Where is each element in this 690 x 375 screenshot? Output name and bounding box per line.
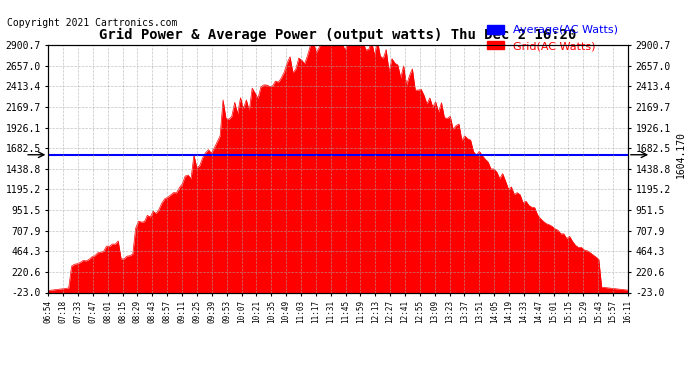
Title: Grid Power & Average Power (output watts) Thu Dec 2 16:20: Grid Power & Average Power (output watts… — [99, 28, 577, 42]
Text: Copyright 2021 Cartronics.com: Copyright 2021 Cartronics.com — [7, 18, 177, 28]
Text: 1604.170: 1604.170 — [676, 131, 686, 178]
Legend: Average(AC Watts), Grid(AC Watts): Average(AC Watts), Grid(AC Watts) — [483, 21, 622, 56]
